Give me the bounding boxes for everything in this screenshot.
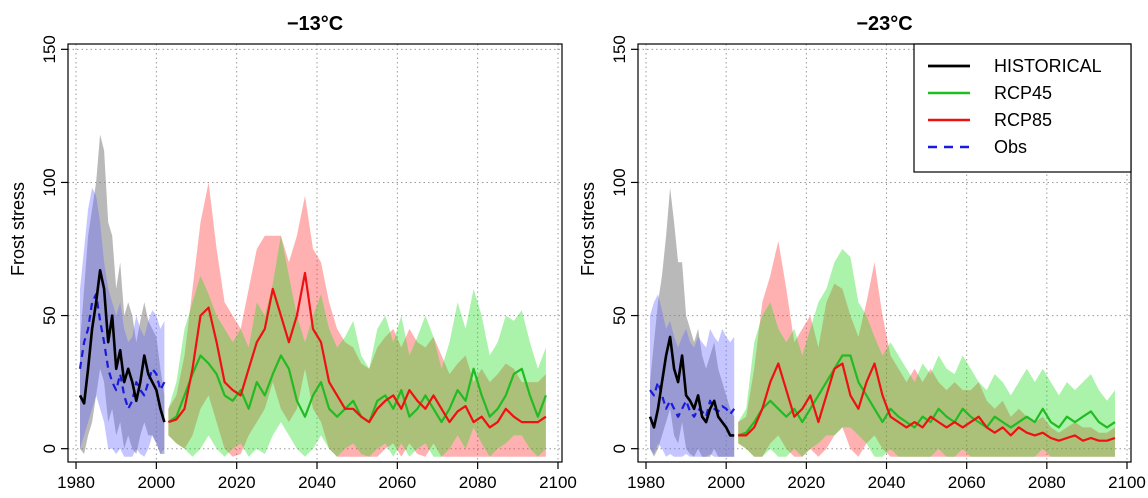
y-tick-label: 100: [40, 168, 59, 196]
band-historical: [80, 134, 165, 454]
panel-title: −23°C: [856, 13, 912, 35]
series-line-rcp85: [168, 271, 547, 429]
x-tick-label: 2060: [948, 473, 986, 492]
plot-frame: [637, 43, 1132, 463]
y-axis-label: Frost stress: [578, 182, 598, 276]
series-line-rcp45: [167, 354, 547, 424]
series-line-obs: [649, 381, 736, 418]
x-tick-label: 2040: [298, 473, 336, 492]
legend: HISTORICAL RCP45 RCP85 Obs: [913, 43, 1132, 173]
x-tick-label: 2080: [459, 473, 497, 492]
legend-label-obs: Obs: [994, 137, 1027, 157]
plot-frame: [67, 43, 563, 463]
y-tick-label: 150: [610, 35, 629, 63]
band-rcp45: [738, 249, 1115, 457]
series-line-rcp45: [737, 354, 1116, 437]
y-tick-label: 50: [40, 306, 59, 325]
y-tick-label: 0: [40, 444, 59, 453]
legend-label-rcp85: RCP85: [994, 110, 1052, 130]
panel-1: 1980 2000 2020 2040 2060 2080 2100 0 50 100 150 −13…: [8, 13, 577, 492]
y-tick-label: 0: [610, 444, 629, 453]
x-tick-label: 2100: [1108, 473, 1146, 492]
y-tick-label: 100: [610, 168, 629, 196]
series-line-rcp85: [738, 362, 1116, 442]
legend-label-rcp45: RCP45: [994, 83, 1052, 103]
x-tick-label: 2040: [868, 473, 906, 492]
x-tick-label: 2020: [787, 473, 825, 492]
x-tick-label: 2020: [218, 473, 256, 492]
legend-label-historical: HISTORICAL: [994, 56, 1102, 76]
y-tick-label: 150: [40, 35, 59, 63]
band-historical: [650, 187, 735, 457]
panel-2: 1980 2000 2020 2040 2060 2080 2100 0 50 100 150 −23…: [578, 13, 1146, 492]
x-tick-label: 2080: [1028, 473, 1066, 492]
band-obs: [80, 187, 165, 457]
x-tick-label: 2100: [539, 473, 577, 492]
panel-title: −13°C: [287, 13, 343, 35]
x-tick-label: 2000: [707, 473, 745, 492]
y-tick-label: 50: [610, 306, 629, 325]
series-line-historical: [78, 268, 166, 423]
band-obs: [650, 294, 735, 457]
x-tick-label: 1980: [627, 473, 665, 492]
y-axis-label: Frost stress: [8, 182, 28, 276]
band-rcp85: [168, 182, 546, 457]
band-rcp85: [738, 241, 1115, 457]
band-rcp45: [168, 235, 546, 457]
x-tick-label: 2060: [378, 473, 416, 492]
x-tick-label: 1980: [57, 473, 95, 492]
x-tick-label: 2000: [137, 473, 175, 492]
series-line-historical: [648, 335, 735, 437]
